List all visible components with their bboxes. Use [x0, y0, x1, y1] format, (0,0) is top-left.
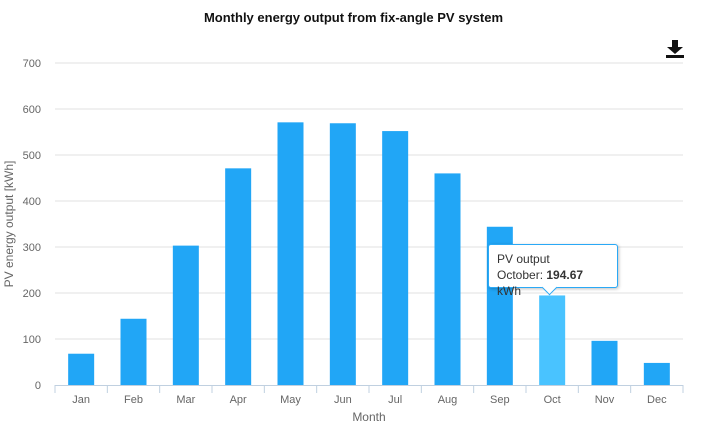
- tooltip-separator: :: [539, 268, 547, 282]
- bar-dec[interactable]: [643, 362, 670, 385]
- bar-jul[interactable]: [382, 131, 409, 385]
- tooltip-value: 194.67: [546, 268, 584, 282]
- download-icon: [666, 40, 684, 58]
- bar-mar[interactable]: [172, 245, 199, 385]
- tooltip-category: October: [497, 268, 540, 282]
- bar-jun[interactable]: [329, 123, 356, 385]
- chart-title: Monthly energy output from fix-angle PV …: [203, 10, 504, 25]
- x-tick-label: Jul: [388, 394, 402, 406]
- tooltip-unit: kWh: [497, 284, 521, 298]
- y-tick-label: 500: [23, 150, 41, 162]
- bar-apr[interactable]: [225, 168, 252, 385]
- y-tick-label: 600: [23, 104, 41, 116]
- x-tick-label: Jun: [334, 394, 352, 406]
- x-axis-title: Month: [352, 410, 385, 424]
- x-tick-label: Dec: [647, 394, 667, 406]
- x-tick-label: Jan: [72, 394, 90, 406]
- x-tick-label: Mar: [176, 394, 195, 406]
- y-tick-label: 200: [23, 288, 41, 300]
- download-button[interactable]: [664, 38, 686, 60]
- y-axis-title: PV energy output [kWh]: [2, 161, 16, 288]
- bar-oct[interactable]: [539, 295, 566, 385]
- tooltip-series-name: PV output: [497, 252, 550, 266]
- x-tick-label: May: [280, 394, 301, 406]
- x-tick-label: Feb: [124, 394, 143, 406]
- axes: 0 100 200 300 400 500 600 700 Jan Feb Mar Apr May Jun…: [2, 58, 684, 424]
- x-tick-label: Sep: [490, 394, 510, 406]
- x-tick-label: Aug: [438, 394, 458, 406]
- bar-feb[interactable]: [120, 318, 147, 385]
- y-tick-label: 0: [35, 380, 41, 392]
- bar-may[interactable]: [277, 122, 304, 385]
- x-tick-label: Apr: [230, 394, 247, 406]
- y-tick-label: 300: [23, 242, 41, 254]
- tooltip-arrow: [541, 279, 558, 296]
- bar-jan[interactable]: [68, 353, 95, 385]
- y-tick-label: 400: [23, 196, 41, 208]
- bar-aug[interactable]: [434, 173, 461, 385]
- y-tick-label: 100: [23, 334, 41, 346]
- bar-nov[interactable]: [591, 340, 618, 385]
- bars: [68, 122, 670, 385]
- y-tick-label: 700: [23, 58, 41, 70]
- x-tick-label: Nov: [595, 394, 615, 406]
- tooltip: PV output October: 194.67 kWh: [488, 244, 618, 298]
- x-tick-label: Oct: [544, 394, 561, 406]
